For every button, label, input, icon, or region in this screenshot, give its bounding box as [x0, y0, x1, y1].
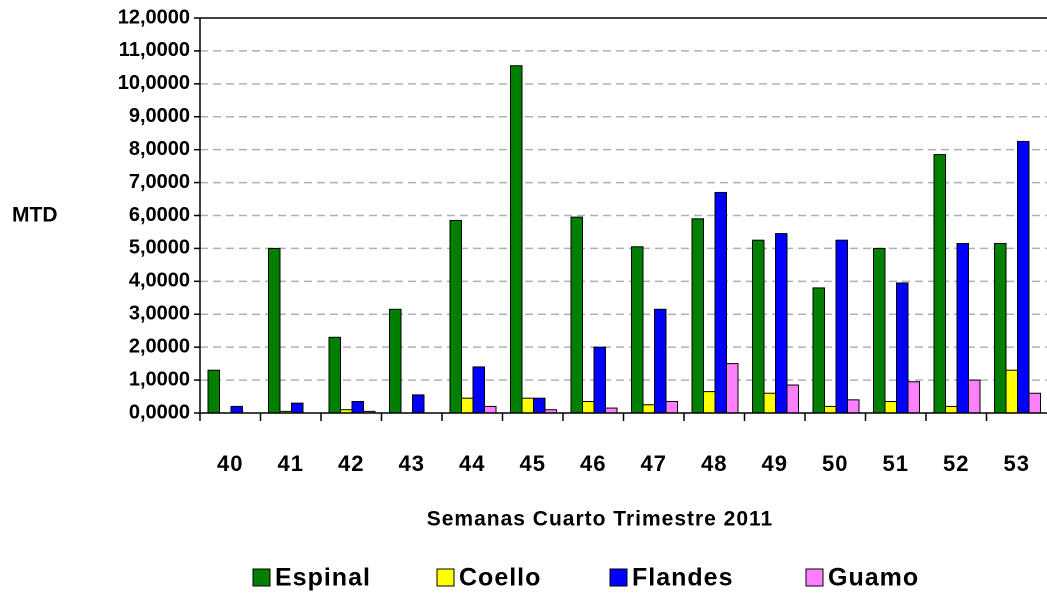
bar: [933, 154, 946, 414]
bar: [570, 216, 583, 414]
bar: [642, 404, 655, 414]
x-tick-label: 52: [943, 451, 969, 476]
x-tick-label: 45: [520, 451, 546, 476]
y-tick-label: 11,0000: [119, 39, 190, 61]
y-tick-label: 3,0000: [129, 303, 190, 325]
bar: [847, 399, 860, 414]
x-tick-label: 49: [762, 451, 788, 476]
x-axis-label: Semanas Cuarto Trimestre 2011: [427, 508, 774, 531]
bar: [665, 400, 678, 414]
bar: [956, 242, 969, 414]
x-tick-label: 47: [641, 451, 667, 476]
y-tick-label: 8,0000: [129, 138, 190, 160]
y-tick-label: 5,0000: [129, 237, 190, 259]
bar: [631, 246, 644, 414]
y-tick-label: 12,0000: [118, 6, 190, 28]
legend-label: Guamo: [828, 564, 919, 592]
y-tick-label: 2,0000: [129, 335, 190, 357]
bar: [1028, 392, 1041, 414]
bar: [484, 405, 497, 414]
y-tick-label: 6,0000: [129, 204, 190, 226]
bar: [994, 242, 1007, 414]
bar: [896, 282, 909, 414]
bar: [207, 369, 220, 414]
bar: [824, 405, 837, 414]
legend-swatch: [609, 568, 628, 587]
bar: [884, 400, 897, 414]
bar: [510, 65, 523, 414]
bar: [752, 239, 765, 414]
x-tick-label: 44: [459, 451, 485, 476]
y-tick-label: 10,0000: [118, 72, 190, 94]
x-tick-label: 48: [701, 451, 727, 476]
y-tick-label: 7,0000: [129, 171, 190, 193]
y-tick-label: 9,0000: [129, 105, 190, 127]
y-tick-label: 4,0000: [129, 270, 190, 292]
x-tick-label: 40: [217, 451, 243, 476]
bar: [412, 394, 425, 414]
bar: [533, 397, 546, 414]
y-tick-label: 0,0000: [129, 401, 190, 423]
bar: [389, 308, 402, 414]
bar: [449, 219, 462, 414]
x-tick-label: 41: [278, 451, 304, 476]
bar: [873, 247, 886, 414]
bar: [1005, 369, 1018, 414]
y-axis-label: MTD: [12, 204, 58, 227]
bar: [763, 392, 776, 414]
bar: [726, 363, 739, 414]
y-tick-label: 1,0000: [129, 368, 190, 390]
x-tick-label: 53: [1004, 451, 1030, 476]
x-tick-label: 46: [580, 451, 606, 476]
x-tick-label: 43: [399, 451, 425, 476]
legend-swatch: [436, 568, 455, 587]
bar: [461, 397, 474, 414]
bar: [582, 400, 595, 414]
legend-label: Coello: [459, 564, 541, 592]
bar: [907, 381, 920, 414]
bar: [945, 405, 958, 414]
x-tick-label: 50: [822, 451, 848, 476]
bar: [328, 336, 341, 414]
bar: [351, 400, 364, 414]
bar: [835, 239, 848, 414]
bar: [786, 384, 799, 414]
x-tick-label: 51: [883, 451, 909, 476]
bar: [703, 391, 716, 414]
bar: [812, 287, 825, 414]
bar: [291, 402, 304, 414]
bar: [472, 366, 485, 414]
bar: [521, 397, 534, 414]
bar: [654, 308, 667, 414]
legend-label: Flandes: [632, 564, 733, 592]
legend-swatch: [805, 568, 824, 587]
bar: [775, 233, 788, 414]
legend-swatch: [252, 568, 271, 587]
x-tick-label: 42: [338, 451, 364, 476]
bar: [230, 405, 243, 414]
bar: [968, 379, 981, 414]
bar: [268, 247, 281, 414]
bar: [1017, 140, 1030, 414]
bar: [593, 346, 606, 414]
bar: [714, 191, 727, 414]
bar: [691, 218, 704, 414]
legend-label: Espinal: [275, 564, 371, 592]
